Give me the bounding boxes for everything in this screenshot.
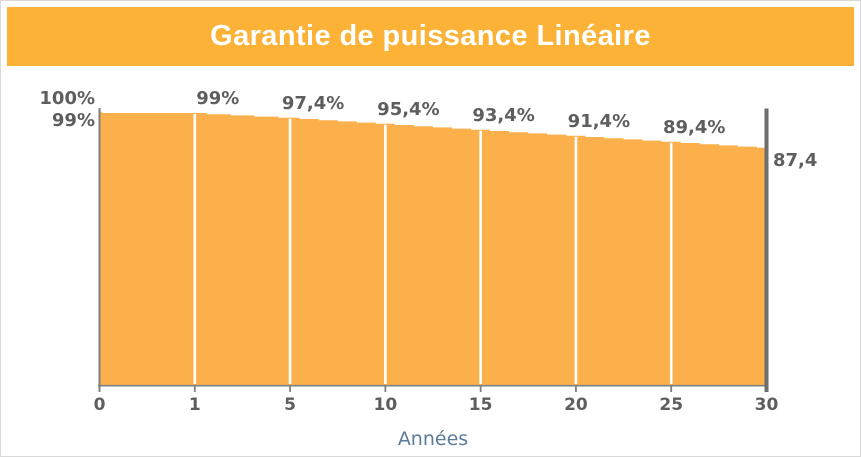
x-tick-label: 10 (374, 395, 398, 415)
x-axis-title: Années (398, 428, 468, 450)
data-label: 89,4% (663, 117, 725, 138)
x-tick-label: 20 (564, 395, 588, 415)
chart-title: Garantie de puissance Linéaire (210, 20, 651, 52)
data-label: 99% (196, 88, 239, 109)
end-label: 87,4 (773, 150, 817, 171)
chart-title-banner: Garantie de puissance Linéaire (7, 7, 854, 66)
power-area (99, 110, 767, 385)
x-tick-label: 25 (659, 395, 683, 415)
start-label-100: 100% (39, 88, 95, 109)
x-tick-label: 15 (469, 395, 493, 415)
data-label: 93,4% (472, 105, 534, 126)
data-label: 91,4% (568, 111, 630, 132)
x-tick-label: 1 (189, 395, 201, 415)
data-label: 97,4% (282, 93, 344, 114)
x-tick-label: 30 (755, 395, 779, 415)
x-tick-label: 5 (284, 395, 296, 415)
x-tick-label: 0 (94, 395, 106, 415)
start-label-99: 99% (52, 110, 95, 131)
data-label: 95,4% (377, 99, 439, 120)
